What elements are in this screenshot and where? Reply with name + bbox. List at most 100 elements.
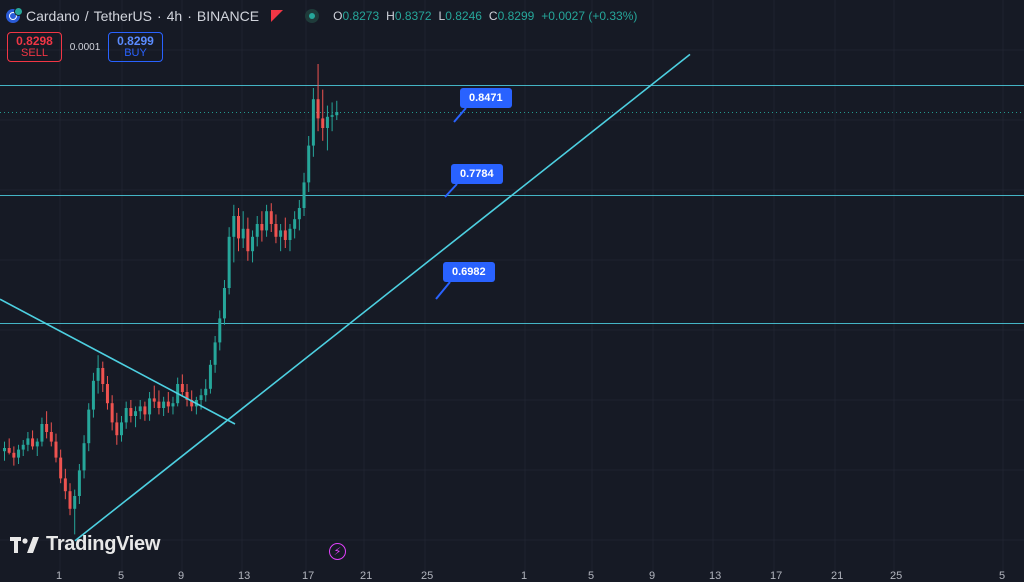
x-tick-label: 5 [999,570,1006,582]
candle-body [251,236,255,252]
quote-name[interactable]: TetherUS [93,8,152,24]
ohlc-values: O0.8273 H0.8372 L0.8246 C0.8299 +0.0027 … [333,9,637,23]
x-tick-label: 9 [649,570,656,582]
price-label-3[interactable]: 0.6982 [443,262,495,282]
candle-body [204,388,208,396]
open-value: 0.8273 [342,9,380,23]
candle-body [77,470,81,496]
candle-body [307,145,311,183]
candle-body [260,224,264,231]
candle-body [143,406,147,415]
candle-body [279,230,283,237]
candle-body [293,219,297,229]
candle-body [17,449,21,458]
symbol-icon[interactable] [6,7,23,23]
candle-body [7,448,11,453]
candle-body [96,368,100,381]
x-tick-label: 1 [56,570,63,582]
price-label-2[interactable]: 0.7784 [451,164,503,184]
buy-button[interactable]: 0.8299 BUY [108,32,163,62]
tradingview-logo-icon [10,536,39,553]
candle-body [35,441,39,447]
x-tick-label: 17 [770,570,783,582]
candle-body [152,398,156,402]
separator: · [156,8,162,24]
candle-body [91,380,95,410]
candle-body [222,288,226,319]
candle-body [157,401,161,408]
candle-body [138,406,142,412]
candle-body [40,424,44,442]
candle-body [274,224,278,237]
chart-header: Cardano / TetherUS · 4h · BINANCE O0.827… [6,6,637,26]
candle-body [171,403,175,407]
lightning-icon[interactable]: ⚡ [329,543,346,560]
candle-body [321,118,325,128]
x-tick-label: 21 [831,570,844,582]
close-label: C [488,9,498,23]
candle-body [180,384,184,392]
x-tick-label: 13 [709,570,722,582]
candle-body [45,424,49,432]
candle-body [101,368,105,384]
candle-body [87,409,91,444]
x-tick-label: 1 [521,570,528,582]
label-pointer [453,107,467,123]
candle-body [237,216,240,239]
sell-button[interactable]: 0.8298 SELL [7,32,62,62]
candle-body [241,228,245,239]
x-tick-label: 25 [421,570,434,582]
open-label: O [333,9,343,23]
candle-body [269,211,273,224]
flag-icon[interactable] [271,10,284,22]
spread-value: 0.0001 [69,41,101,53]
candle-body [166,401,170,407]
candle-body [208,364,212,389]
candle-body [115,422,119,436]
candle-body [190,400,194,407]
interval[interactable]: 4h [166,8,183,24]
sell-price: 0.8298 [16,34,53,48]
candle-body [12,452,16,458]
candle-body [330,115,334,117]
tradingview-logo[interactable]: TradingView [10,533,160,556]
candle-body [227,236,231,288]
symbol-name[interactable]: Cardano [26,8,80,24]
candle-body [283,230,287,240]
price-label-1[interactable]: 0.8471 [460,88,512,108]
close-value: 0.8299 [497,9,535,23]
candle-body [265,211,269,231]
candle-body [120,422,123,436]
candle-body [82,443,86,471]
x-tick-label: 21 [360,570,373,582]
candle-body [134,411,138,416]
candle-body [199,395,203,400]
candle-body [297,208,301,220]
candle-body [31,438,35,447]
label-pointer [444,183,458,198]
candle-body [105,384,109,404]
low-value: 0.8246 [445,9,482,23]
candle-body [232,216,236,237]
separator: / [84,8,89,24]
sell-label: SELL [21,47,48,59]
high-label: H [386,9,395,23]
candle-body [49,432,53,442]
x-tick-label: 13 [238,570,251,582]
candle-body [54,441,58,458]
trendline [0,298,236,425]
x-tick-label: 9 [178,570,185,582]
x-tick-label: 5 [588,570,595,582]
low-label: L [438,9,446,23]
buy-price: 0.8299 [117,34,154,48]
candle-body [302,182,306,208]
exchange[interactable]: BINANCE [196,8,260,24]
candle-body [288,228,292,240]
candle-body [124,408,128,423]
change-value: +0.0027 (+0.33%) [541,9,638,23]
candle-body [255,224,259,237]
live-dot-icon [305,9,320,23]
trendline [74,53,691,542]
candle-body [68,491,72,509]
